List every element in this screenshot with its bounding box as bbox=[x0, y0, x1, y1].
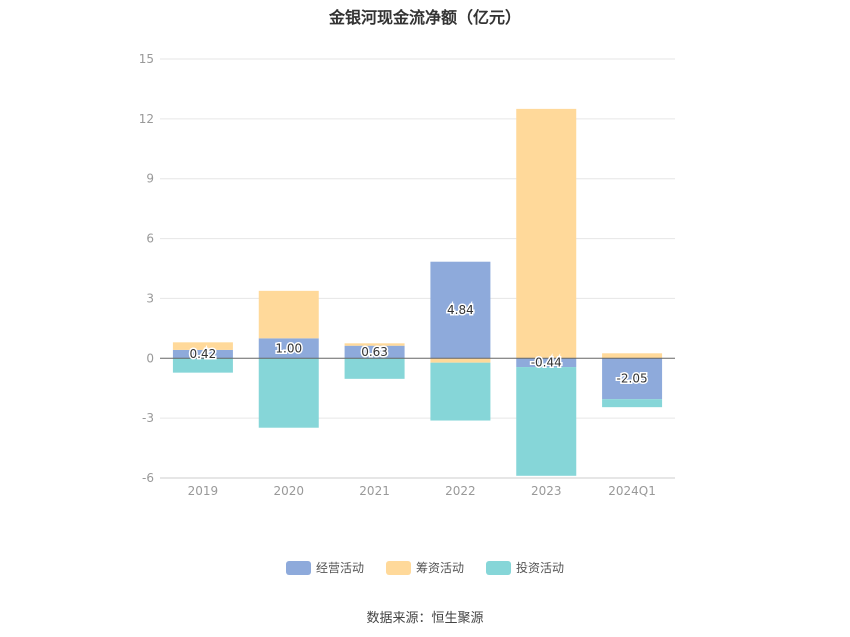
bars bbox=[172, 108, 663, 476]
bar-operating-2021[interactable] bbox=[344, 345, 405, 359]
bar-financing-2023[interactable] bbox=[516, 108, 577, 359]
y-tick-label: -3 bbox=[142, 411, 154, 425]
legend-label-investing: 投资活动 bbox=[516, 561, 565, 575]
data-label-operating: -0.44 bbox=[531, 356, 562, 370]
bar-operating-2019[interactable] bbox=[172, 349, 233, 359]
y-tick-label: 12 bbox=[139, 112, 154, 126]
y-tick-label: 6 bbox=[146, 232, 154, 246]
legend: 经营活动 筹资活动 投资活动 bbox=[0, 559, 850, 576]
legend-item-financing[interactable]: 筹资活动 bbox=[385, 559, 464, 576]
legend-swatch-investing bbox=[486, 560, 511, 575]
legend-label-financing: 筹资活动 bbox=[415, 561, 464, 575]
chart-title: 金银河现金流净额（亿元） bbox=[328, 8, 521, 27]
y-tick-label: 9 bbox=[146, 172, 154, 186]
legend-label-operating: 经营活动 bbox=[315, 561, 364, 575]
bar-operating-2023[interactable] bbox=[516, 358, 577, 368]
data-label-operating: 1.00 bbox=[275, 341, 302, 355]
data-label-operating: 4.84 bbox=[447, 303, 474, 317]
data-source: 数据来源：恒生聚源 bbox=[366, 611, 484, 626]
bar-investing-2023[interactable] bbox=[516, 367, 577, 476]
bar-investing-2019[interactable] bbox=[172, 358, 233, 373]
legend-item-operating[interactable]: 经营活动 bbox=[285, 559, 364, 576]
x-tick-label: 2023 bbox=[531, 484, 562, 498]
bar-financing-2022[interactable] bbox=[430, 358, 491, 363]
grid-lines bbox=[160, 58, 675, 479]
x-tick-label: 2019 bbox=[188, 484, 219, 498]
axes: -6 -3 0 3 6 9 12 15 2019 2020 2021 2022 2023 2024Q1 bbox=[139, 52, 675, 498]
legend-item-investing[interactable]: 投资活动 bbox=[486, 559, 564, 576]
y-tick-label: 3 bbox=[146, 291, 154, 305]
legend-swatch-financing bbox=[385, 560, 411, 575]
bar-investing-2024Q1[interactable] bbox=[602, 399, 663, 408]
bar-financing-2019[interactable] bbox=[172, 342, 233, 350]
bar-financing-2021[interactable] bbox=[344, 343, 405, 346]
bar-financing-2020[interactable] bbox=[258, 290, 319, 339]
data-label-operating: 0.63 bbox=[361, 345, 388, 359]
x-tick-label: 2024Q1 bbox=[608, 484, 656, 498]
data-label-operating: -2.05 bbox=[617, 372, 648, 386]
y-tick-label: -6 bbox=[142, 471, 154, 485]
bar-operating-2022[interactable] bbox=[430, 261, 491, 359]
x-tick-label: 2022 bbox=[445, 484, 476, 498]
y-tick-label: 0 bbox=[146, 351, 154, 365]
legend-swatch-operating bbox=[285, 560, 311, 575]
x-tick-label: 2020 bbox=[273, 484, 304, 498]
data-label-operating: 0.42 bbox=[190, 347, 217, 361]
data-labels: 0.42 1.00 0.63 4.84 -0.44 -2.05 bbox=[188, 302, 649, 388]
bar-investing-2021[interactable] bbox=[344, 358, 405, 379]
bar-financing-2024Q1[interactable] bbox=[602, 353, 663, 359]
bar-investing-2022[interactable] bbox=[430, 362, 491, 421]
x-tick-label: 2021 bbox=[359, 484, 390, 498]
y-tick-label: 15 bbox=[139, 52, 154, 66]
bar-investing-2020[interactable] bbox=[258, 358, 319, 428]
bar-operating-2020[interactable] bbox=[258, 338, 319, 359]
bar-operating-2024Q1[interactable] bbox=[602, 358, 663, 400]
